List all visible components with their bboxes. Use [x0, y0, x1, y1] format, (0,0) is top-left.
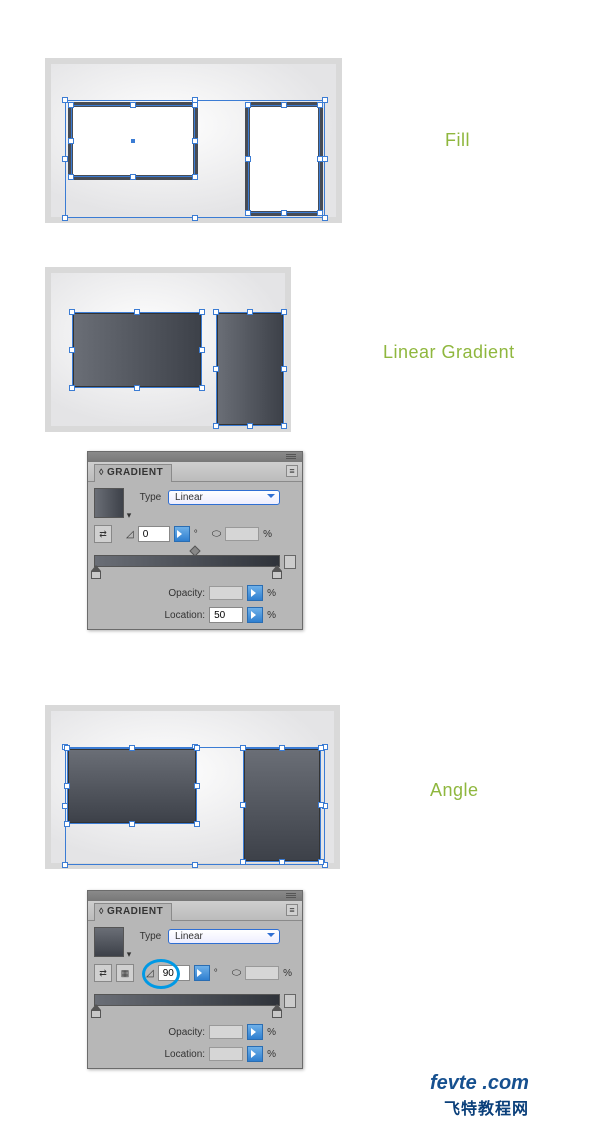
location-picker[interactable]: [247, 1046, 263, 1062]
shape-rect-large[interactable]: [68, 102, 198, 180]
location-picker[interactable]: [247, 607, 263, 623]
shape-rect-small-gradient[interactable]: [217, 313, 283, 425]
reverse-gradient-button[interactable]: ⇄: [94, 964, 112, 982]
resize-handle[interactable]: [62, 215, 68, 221]
resize-handle[interactable]: [192, 215, 198, 221]
type-value: Linear: [175, 931, 203, 942]
type-label: Type: [140, 492, 162, 503]
percent-symbol: %: [267, 1027, 276, 1038]
watermark-domain: fevte: [430, 1072, 477, 1094]
watermark: fevte .com 飞特教程网: [430, 1072, 529, 1119]
panel-menu-button[interactable]: ≡: [286, 904, 298, 916]
panel-grip-bar[interactable]: [88, 891, 302, 901]
angle-degree-icon: °: [194, 529, 198, 540]
angle-icon: ◿: [126, 529, 134, 540]
panel-grip-bar[interactable]: [88, 452, 302, 462]
step-label-fill: Fill: [445, 130, 470, 151]
shape-rect-small[interactable]: [245, 102, 323, 216]
color-stop-right[interactable]: [272, 999, 282, 1018]
swatch-dropdown-icon[interactable]: ▾: [127, 927, 137, 960]
color-stop-left[interactable]: [91, 999, 101, 1018]
color-stop-left[interactable]: [91, 560, 101, 579]
gradient-swatch[interactable]: [94, 927, 124, 957]
type-dropdown[interactable]: Linear: [168, 929, 280, 944]
gradient-across-stroke-button[interactable]: ▦: [116, 964, 134, 982]
percent-symbol: %: [267, 1049, 276, 1060]
gradient-panel[interactable]: ◊GRADIENT ≡ ▾ Type Linear ⇄ ◿ ° ⬭ %: [87, 451, 303, 630]
color-stop-right[interactable]: [272, 560, 282, 579]
swatch-dropdown-icon[interactable]: ▾: [127, 488, 137, 521]
location-field[interactable]: [209, 1047, 243, 1061]
angle-icon: ◿: [146, 968, 154, 979]
angle-input[interactable]: [138, 526, 170, 542]
aspect-field[interactable]: [225, 527, 259, 541]
percent-symbol: %: [267, 588, 276, 599]
location-label: Location:: [149, 610, 205, 621]
aspect-field[interactable]: [245, 966, 279, 980]
shape-rect-large-angle[interactable]: [68, 749, 196, 823]
panel-tab-gradient[interactable]: ◊GRADIENT: [94, 903, 172, 921]
location-input[interactable]: [209, 607, 243, 623]
step-label-angle: Angle: [430, 780, 479, 801]
step-label-linear: Linear Gradient: [383, 342, 515, 363]
shape-rect-small-angle[interactable]: [244, 749, 320, 861]
opacity-picker[interactable]: [247, 585, 263, 601]
aspect-icon: ⬭: [212, 528, 221, 541]
angle-picker-button[interactable]: [174, 526, 190, 542]
panel-menu-button[interactable]: ≡: [286, 465, 298, 477]
aspect-icon: ⬭: [232, 967, 241, 980]
shape-rect-large-gradient[interactable]: [73, 313, 201, 387]
angle-picker-button[interactable]: [194, 965, 210, 981]
canvas-linear: [45, 267, 291, 432]
canvas-fill: [45, 58, 342, 223]
percent-symbol: %: [263, 529, 272, 540]
location-label: Location:: [149, 1049, 205, 1060]
delete-stop-button[interactable]: [284, 994, 296, 1008]
center-anchor: [131, 139, 135, 143]
opacity-picker[interactable]: [247, 1024, 263, 1040]
gradient-ramp[interactable]: [94, 553, 296, 579]
opacity-field[interactable]: [209, 1025, 243, 1039]
gradient-ramp[interactable]: [94, 992, 296, 1018]
panel-title: GRADIENT: [107, 906, 163, 917]
gradient-swatch[interactable]: [94, 488, 124, 518]
opacity-label: Opacity:: [149, 1027, 205, 1038]
angle-input[interactable]: [158, 965, 190, 981]
gradient-panel-angle[interactable]: ◊GRADIENT ≡ ▾ Type Linear ⇄ ▦ ◿ ° ⬭ %: [87, 890, 303, 1069]
type-label: Type: [140, 931, 162, 942]
panel-title: GRADIENT: [107, 467, 163, 478]
type-dropdown[interactable]: Linear: [168, 490, 280, 505]
opacity-label: Opacity:: [149, 588, 205, 599]
watermark-cn: 飞特教程网: [430, 1095, 529, 1119]
angle-degree-icon: °: [214, 968, 218, 979]
reverse-gradient-button[interactable]: ⇄: [94, 525, 112, 543]
watermark-suffix: .com: [482, 1072, 529, 1094]
type-value: Linear: [175, 492, 203, 503]
percent-symbol: %: [267, 610, 276, 621]
opacity-field[interactable]: [209, 586, 243, 600]
canvas-angle: [45, 705, 340, 869]
panel-tab-gradient[interactable]: ◊GRADIENT: [94, 464, 172, 482]
delete-stop-button[interactable]: [284, 555, 296, 569]
percent-symbol: %: [283, 968, 292, 979]
